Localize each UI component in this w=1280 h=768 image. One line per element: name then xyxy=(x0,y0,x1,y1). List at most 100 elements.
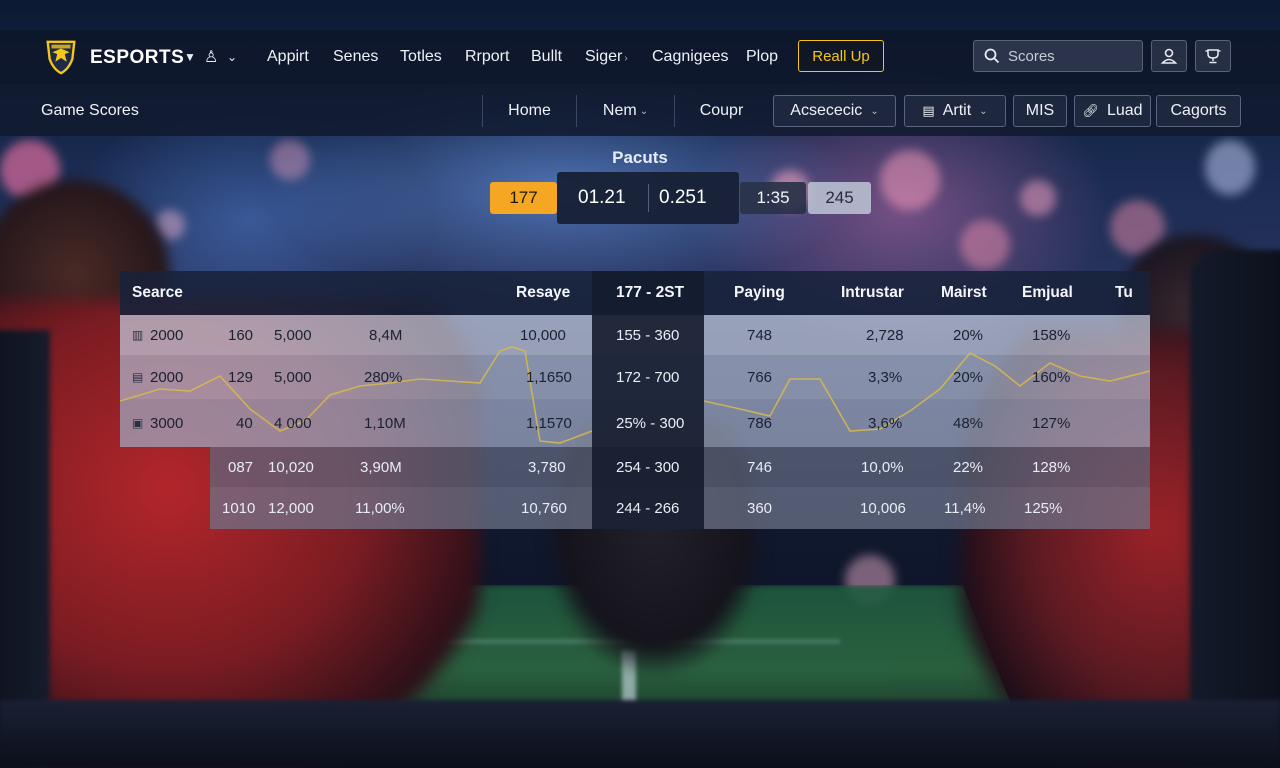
cell: 1,1570 xyxy=(526,415,572,432)
col-header-emjual[interactable]: Emjual xyxy=(1022,284,1073,301)
cell: 2000 xyxy=(150,369,184,386)
col-header-range[interactable]: 177 - 2ST xyxy=(616,284,685,301)
cell: 155 - 360 xyxy=(616,327,680,344)
top-navigation: ESPORTS ▼ ♙ ⌄ Appirt Senes Totles Rrport… xyxy=(0,30,1280,84)
cell: 1,10M xyxy=(364,415,406,432)
sub-navigation: Game Scores Home Nem ⌄ Coupr Acsececic ⌄… xyxy=(0,84,1280,136)
highlighted-column xyxy=(592,271,704,529)
cell: 2000 xyxy=(150,327,184,344)
nav-link-plop[interactable]: Plop xyxy=(746,48,779,65)
real-up-button[interactable]: Reall Up xyxy=(798,40,884,72)
cell: 160% xyxy=(1032,369,1071,386)
tab-home[interactable]: Home xyxy=(482,95,576,127)
tab-nem[interactable]: Nem ⌄ xyxy=(576,95,674,127)
cell: 280% xyxy=(364,369,403,386)
page-title: Game Scores xyxy=(41,102,139,119)
chart-icon: ▥ xyxy=(132,328,144,342)
col-header-mairst[interactable]: Mairst xyxy=(941,284,987,301)
nav-link-siger[interactable]: Siger › xyxy=(585,48,628,66)
score-chip-right[interactable]: 245 xyxy=(808,182,871,214)
match-clock: 1:35 xyxy=(740,182,806,214)
cell: 10,006 xyxy=(860,500,906,517)
nav-link-appirt[interactable]: Appirt xyxy=(267,48,309,65)
cell: 172 - 700 xyxy=(616,369,680,386)
cell: 3,780 xyxy=(528,459,566,476)
score-team-a: 01.21 xyxy=(578,187,626,208)
cell: 1,1650 xyxy=(526,369,572,386)
load-button-label: Luad xyxy=(1106,102,1143,119)
cell: 2,728 xyxy=(866,327,904,344)
cell: 22% xyxy=(953,459,984,476)
cell: 20% xyxy=(953,369,984,386)
nav-link-rrport[interactable]: Rrport xyxy=(465,48,510,65)
score-main-panel: 01.21 0.251 xyxy=(557,172,739,224)
cell: 128% xyxy=(1032,459,1071,476)
document-icon: ▤ xyxy=(922,103,935,118)
cell: 10,000 xyxy=(520,327,566,344)
nav-link-cagnigees[interactable]: Cagnigees xyxy=(652,48,729,65)
stats-table: Searce Resaye 177 - 2ST Paying Intrustar… xyxy=(120,271,1150,529)
col-header-source[interactable]: Searce xyxy=(132,284,183,301)
divider xyxy=(648,184,649,212)
mis-button[interactable]: MIS xyxy=(1013,95,1067,127)
chevron-down-icon[interactable]: ▼ xyxy=(184,50,196,64)
image-icon: ▣ xyxy=(132,416,144,430)
nav-link-totles[interactable]: Totles xyxy=(400,48,442,65)
trophy-icon xyxy=(1205,49,1221,64)
profile-icon[interactable]: ♙ xyxy=(204,49,219,66)
cell: 40 xyxy=(236,415,253,432)
col-header-paying[interactable]: Paying xyxy=(734,284,785,301)
chevron-down-icon: ⌄ xyxy=(979,105,988,117)
categories-button[interactable]: Cagorts xyxy=(1156,95,1241,127)
trophy-button[interactable] xyxy=(1195,40,1231,72)
cell: 5,000 xyxy=(274,327,312,344)
nav-link-senes[interactable]: Senes xyxy=(333,48,379,65)
col-header-intrustar[interactable]: Intrustar xyxy=(841,284,904,301)
user-icon xyxy=(1160,48,1178,64)
cell: 3000 xyxy=(150,415,184,432)
chevron-right-icon: › xyxy=(624,53,628,64)
cell: 3,6% xyxy=(868,415,903,432)
load-button[interactable]: 🔗︎ Luad xyxy=(1074,95,1151,127)
col-header-resaye[interactable]: Resaye xyxy=(516,284,571,301)
shield-eagle-icon[interactable] xyxy=(42,38,80,76)
cell: 10,760 xyxy=(521,500,567,517)
cell: 160 xyxy=(228,327,254,344)
cell: 748 xyxy=(747,327,773,344)
chevron-down-icon: ⌄ xyxy=(870,105,879,117)
nav-link-bullt[interactable]: Bullt xyxy=(531,48,563,65)
scoreboard-title: Pacuts xyxy=(612,148,668,167)
cell: 4 000 xyxy=(274,415,312,432)
artist-dropdown[interactable]: ▤ Artit ⌄ xyxy=(904,95,1006,127)
cell: 48% xyxy=(953,415,984,432)
sort-dropdown[interactable]: Acsececic ⌄ xyxy=(773,95,896,127)
cell: 746 xyxy=(747,459,773,476)
artist-dropdown-label: Artit xyxy=(942,102,972,119)
cell: 244 - 266 xyxy=(616,500,680,517)
cell: 3,90M xyxy=(360,459,402,476)
score-chip-left[interactable]: 177 xyxy=(490,182,557,214)
cell: 786 xyxy=(747,415,773,432)
cell: 5,000 xyxy=(274,369,312,386)
search-input[interactable] xyxy=(1008,47,1128,65)
cell: 25% - 300 xyxy=(616,415,685,432)
cell: 1010 xyxy=(222,500,256,517)
list-icon: ▤ xyxy=(132,370,144,384)
user-button[interactable] xyxy=(1151,40,1187,72)
sort-dropdown-label: Acsececic xyxy=(790,102,863,119)
search-box[interactable] xyxy=(973,40,1143,72)
cell: 10,020 xyxy=(268,459,314,476)
chevron-down-icon[interactable]: ⌄ xyxy=(227,50,238,64)
nav-link-label: Siger xyxy=(585,48,623,65)
cell: 11,4% xyxy=(944,500,986,517)
brand-name[interactable]: ESPORTS xyxy=(90,47,185,68)
col-header-tu[interactable]: Tu xyxy=(1115,284,1133,301)
tab-coupr[interactable]: Coupr xyxy=(674,95,768,127)
cell: 125% xyxy=(1024,500,1063,517)
cell: 254 - 300 xyxy=(616,459,680,476)
cell: 129 xyxy=(228,369,254,386)
cell: 10,0% xyxy=(861,459,904,476)
score-team-b: 0.251 xyxy=(659,187,707,208)
cell: 3,3% xyxy=(868,369,903,386)
chevron-down-icon: ⌄ xyxy=(639,105,649,117)
